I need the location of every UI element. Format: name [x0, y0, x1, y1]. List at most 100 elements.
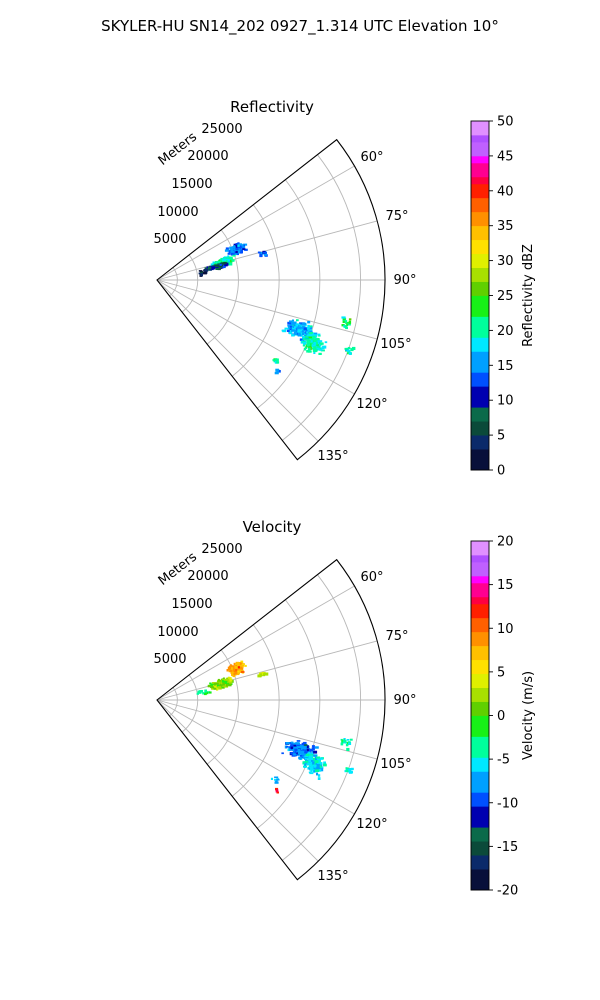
grid-spoke	[156, 699, 378, 760]
radar-gate	[281, 329, 285, 332]
radar-gate	[304, 749, 309, 752]
radar-gate	[236, 670, 240, 673]
radar-gate	[225, 247, 229, 251]
colorbar-tick-label: 15	[497, 359, 514, 374]
colorbar-band	[471, 190, 489, 199]
radar-gate	[228, 250, 232, 254]
radar-gate	[311, 754, 316, 757]
colorbar-band	[471, 323, 489, 331]
radar-gate	[221, 680, 226, 683]
radar-gate	[301, 325, 305, 328]
radar-gate	[212, 266, 216, 270]
radar-gate	[230, 253, 235, 256]
colorbar-tick-label: -10	[497, 796, 518, 811]
radar-gate	[219, 263, 222, 266]
radar-gate	[241, 245, 246, 249]
radar-gate	[240, 660, 244, 663]
angle-tick-label: 135°	[317, 869, 348, 884]
radar-gate	[287, 321, 292, 325]
colorbar-band	[471, 456, 489, 464]
radar-gate	[310, 761, 313, 765]
radar-gate	[302, 761, 305, 765]
radar-gate	[348, 318, 352, 321]
radar-gate	[317, 768, 322, 772]
radar-gate	[317, 340, 321, 343]
radar-gate	[286, 329, 291, 332]
colorbar-band	[471, 463, 489, 471]
radar-gate	[304, 764, 307, 766]
radar-gate	[237, 666, 240, 669]
radar-gate	[288, 747, 292, 751]
colorbar-band	[471, 547, 489, 556]
radar-gate	[274, 776, 279, 779]
radar-gate	[346, 324, 349, 327]
radar-gate	[259, 254, 263, 257]
radar-gate	[286, 745, 289, 748]
radar-gate	[308, 757, 312, 760]
radar-gate	[224, 264, 228, 267]
radar-gate	[306, 334, 310, 338]
radar-gate	[313, 346, 317, 349]
radar-gate	[284, 745, 288, 749]
radar-gate	[341, 316, 346, 319]
colorbar-band	[471, 645, 489, 654]
colorbar-band	[471, 260, 489, 268]
radar-gate	[292, 327, 296, 331]
radar-gate	[226, 257, 229, 260]
angle-tick-label: 120°	[356, 397, 387, 412]
radar-gate	[320, 757, 323, 760]
colorbar-band	[471, 673, 489, 681]
grid-spoke	[156, 699, 319, 862]
radar-gate	[293, 753, 297, 756]
radar-gate	[229, 678, 233, 682]
colorbar-band	[471, 575, 489, 584]
radar-gate	[287, 748, 290, 752]
radar-gate	[242, 248, 246, 250]
radar-gate	[308, 336, 313, 339]
radar-gate	[231, 673, 234, 677]
radar-gate	[294, 747, 299, 750]
radar-gate	[240, 250, 243, 254]
radar-gate	[342, 740, 347, 743]
colorbar-band	[471, 365, 489, 373]
radar-gate	[346, 739, 350, 741]
radar-gate	[297, 326, 302, 330]
radar-gate	[199, 271, 204, 274]
radar-gate	[311, 338, 314, 340]
radar-gate	[237, 663, 240, 667]
radar-gate	[319, 762, 323, 765]
radar-gate	[300, 326, 304, 329]
radar-gate	[235, 663, 238, 665]
colorbar-band	[471, 267, 489, 275]
radar-gate	[213, 686, 217, 690]
colorbar-band	[471, 253, 489, 261]
radar-gate	[311, 333, 315, 337]
radar-gate	[214, 684, 217, 688]
radar-gate	[204, 270, 207, 273]
radar-gate	[297, 754, 301, 756]
radar-gate	[302, 336, 306, 339]
radar-gate	[228, 681, 232, 684]
radial-tick-label: 10000	[157, 205, 198, 220]
colorbar-band	[471, 134, 489, 143]
colorbar-tick-label: -20	[497, 884, 518, 899]
radar-gate	[305, 336, 309, 338]
radar-gate	[310, 765, 313, 769]
radial-tick-label: 20000	[187, 569, 228, 584]
radar-gate	[306, 344, 310, 347]
angle-tick-label: 90°	[393, 273, 416, 288]
radar-gate	[210, 263, 214, 267]
radar-gate	[224, 681, 228, 684]
colorbar-band	[471, 568, 489, 577]
radar-gate	[211, 266, 214, 270]
radar-gate	[275, 358, 278, 361]
colorbar-band	[471, 141, 489, 150]
radar-gate	[261, 671, 266, 674]
radar-gate	[346, 322, 351, 326]
colorbar-tick-label: 30	[497, 254, 514, 269]
radar-gate	[314, 762, 317, 766]
radar-gate	[276, 789, 279, 792]
colorbar-band	[471, 638, 489, 647]
radar-gate	[228, 262, 233, 266]
